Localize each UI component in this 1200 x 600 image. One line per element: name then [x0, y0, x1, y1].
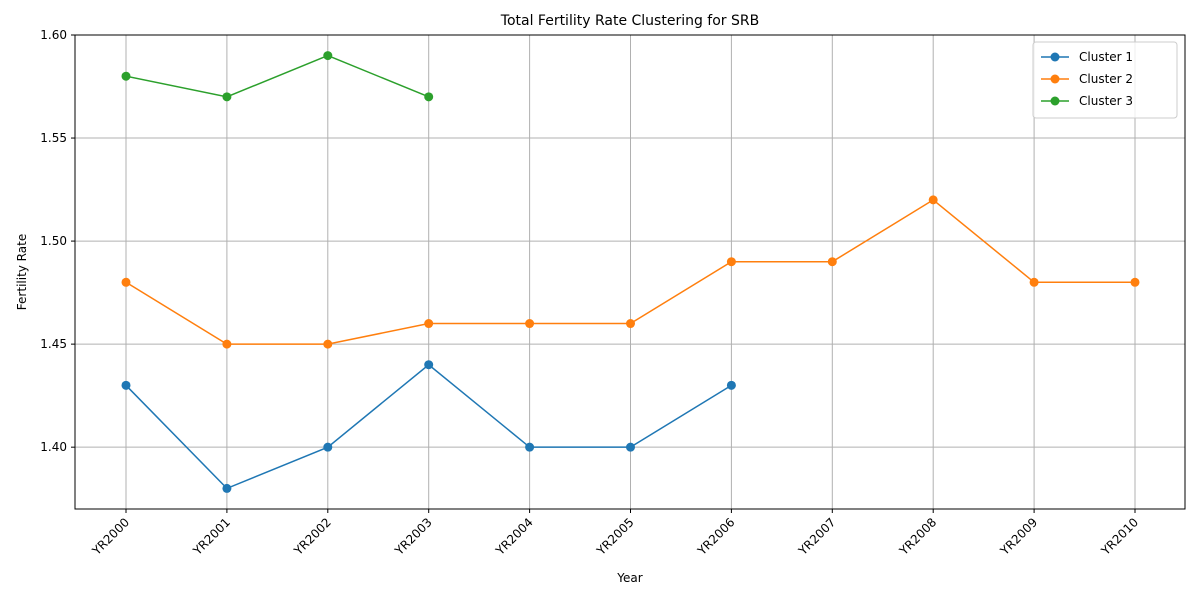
- x-tick-label: YR2005: [593, 515, 636, 558]
- series-group: [121, 51, 1140, 493]
- data-point: [928, 195, 938, 205]
- legend-marker: [1050, 74, 1060, 84]
- x-tick-label: YR2004: [492, 515, 535, 558]
- x-tick-label: YR2001: [190, 515, 233, 558]
- data-point: [424, 360, 434, 370]
- y-tick-label: 1.55: [40, 131, 67, 145]
- data-point: [1130, 277, 1140, 287]
- plot-frame: [74, 34, 1186, 510]
- legend-item: Cluster 2: [1041, 72, 1133, 86]
- x-tick-label: YR2007: [795, 515, 838, 558]
- legend-box: [1032, 41, 1178, 119]
- data-point: [222, 339, 232, 349]
- data-point: [121, 277, 131, 287]
- data-point: [121, 71, 131, 81]
- data-point: [827, 257, 837, 267]
- legend-item: Cluster 1: [1041, 50, 1133, 64]
- data-point: [726, 257, 736, 267]
- series-2: [121, 195, 1140, 349]
- y-tick-label: 1.45: [40, 337, 67, 351]
- data-point: [222, 483, 232, 493]
- y-tick-label: 1.40: [40, 440, 67, 454]
- legend-item: Cluster 3: [1041, 94, 1133, 108]
- data-point: [1029, 277, 1039, 287]
- data-point: [726, 380, 736, 390]
- data-point: [424, 92, 434, 102]
- x-tick-label: YR2000: [89, 515, 132, 558]
- y-tick-label: 1.50: [40, 234, 67, 248]
- grid-lines: [75, 34, 1185, 509]
- data-point: [626, 319, 635, 329]
- data-point: [424, 319, 434, 329]
- x-tick-label: YR2002: [291, 515, 334, 558]
- legend-label: Cluster 1: [1079, 50, 1133, 64]
- x-tick-label: YR2008: [896, 515, 939, 558]
- y-axis-label: Fertility Rate: [15, 234, 29, 310]
- x-axis-label: Year: [616, 571, 642, 585]
- x-tick-label: YR2010: [1098, 515, 1141, 558]
- data-point: [323, 339, 333, 349]
- series-1: [121, 360, 736, 493]
- data-point: [323, 51, 333, 61]
- legend-marker: [1050, 96, 1060, 106]
- data-point: [626, 442, 635, 452]
- x-tick-label: YR2003: [392, 515, 435, 558]
- data-point: [525, 319, 535, 329]
- legend-label: Cluster 3: [1079, 94, 1133, 108]
- data-point: [121, 380, 131, 390]
- y-tick-label: 1.60: [40, 28, 67, 42]
- axis-ticks: YR2000 YR2001 YR2002 YR2003 YR2004 YR2005 YR20…: [40, 28, 1141, 559]
- data-point: [222, 92, 232, 102]
- series-line: [125, 54, 429, 98]
- data-point: [525, 442, 535, 452]
- legend-marker: [1050, 52, 1060, 62]
- legend-label: Cluster 2: [1079, 72, 1133, 86]
- chart-title: Total Fertility Rate Clustering for SRB: [500, 13, 759, 29]
- x-tick-label: YR2006: [694, 515, 737, 558]
- x-tick-label: YR2009: [997, 515, 1040, 558]
- legend: Cluster 1 Cluster 2 Cluster 3: [1032, 41, 1178, 119]
- series-3: [121, 51, 434, 102]
- data-point: [323, 442, 333, 452]
